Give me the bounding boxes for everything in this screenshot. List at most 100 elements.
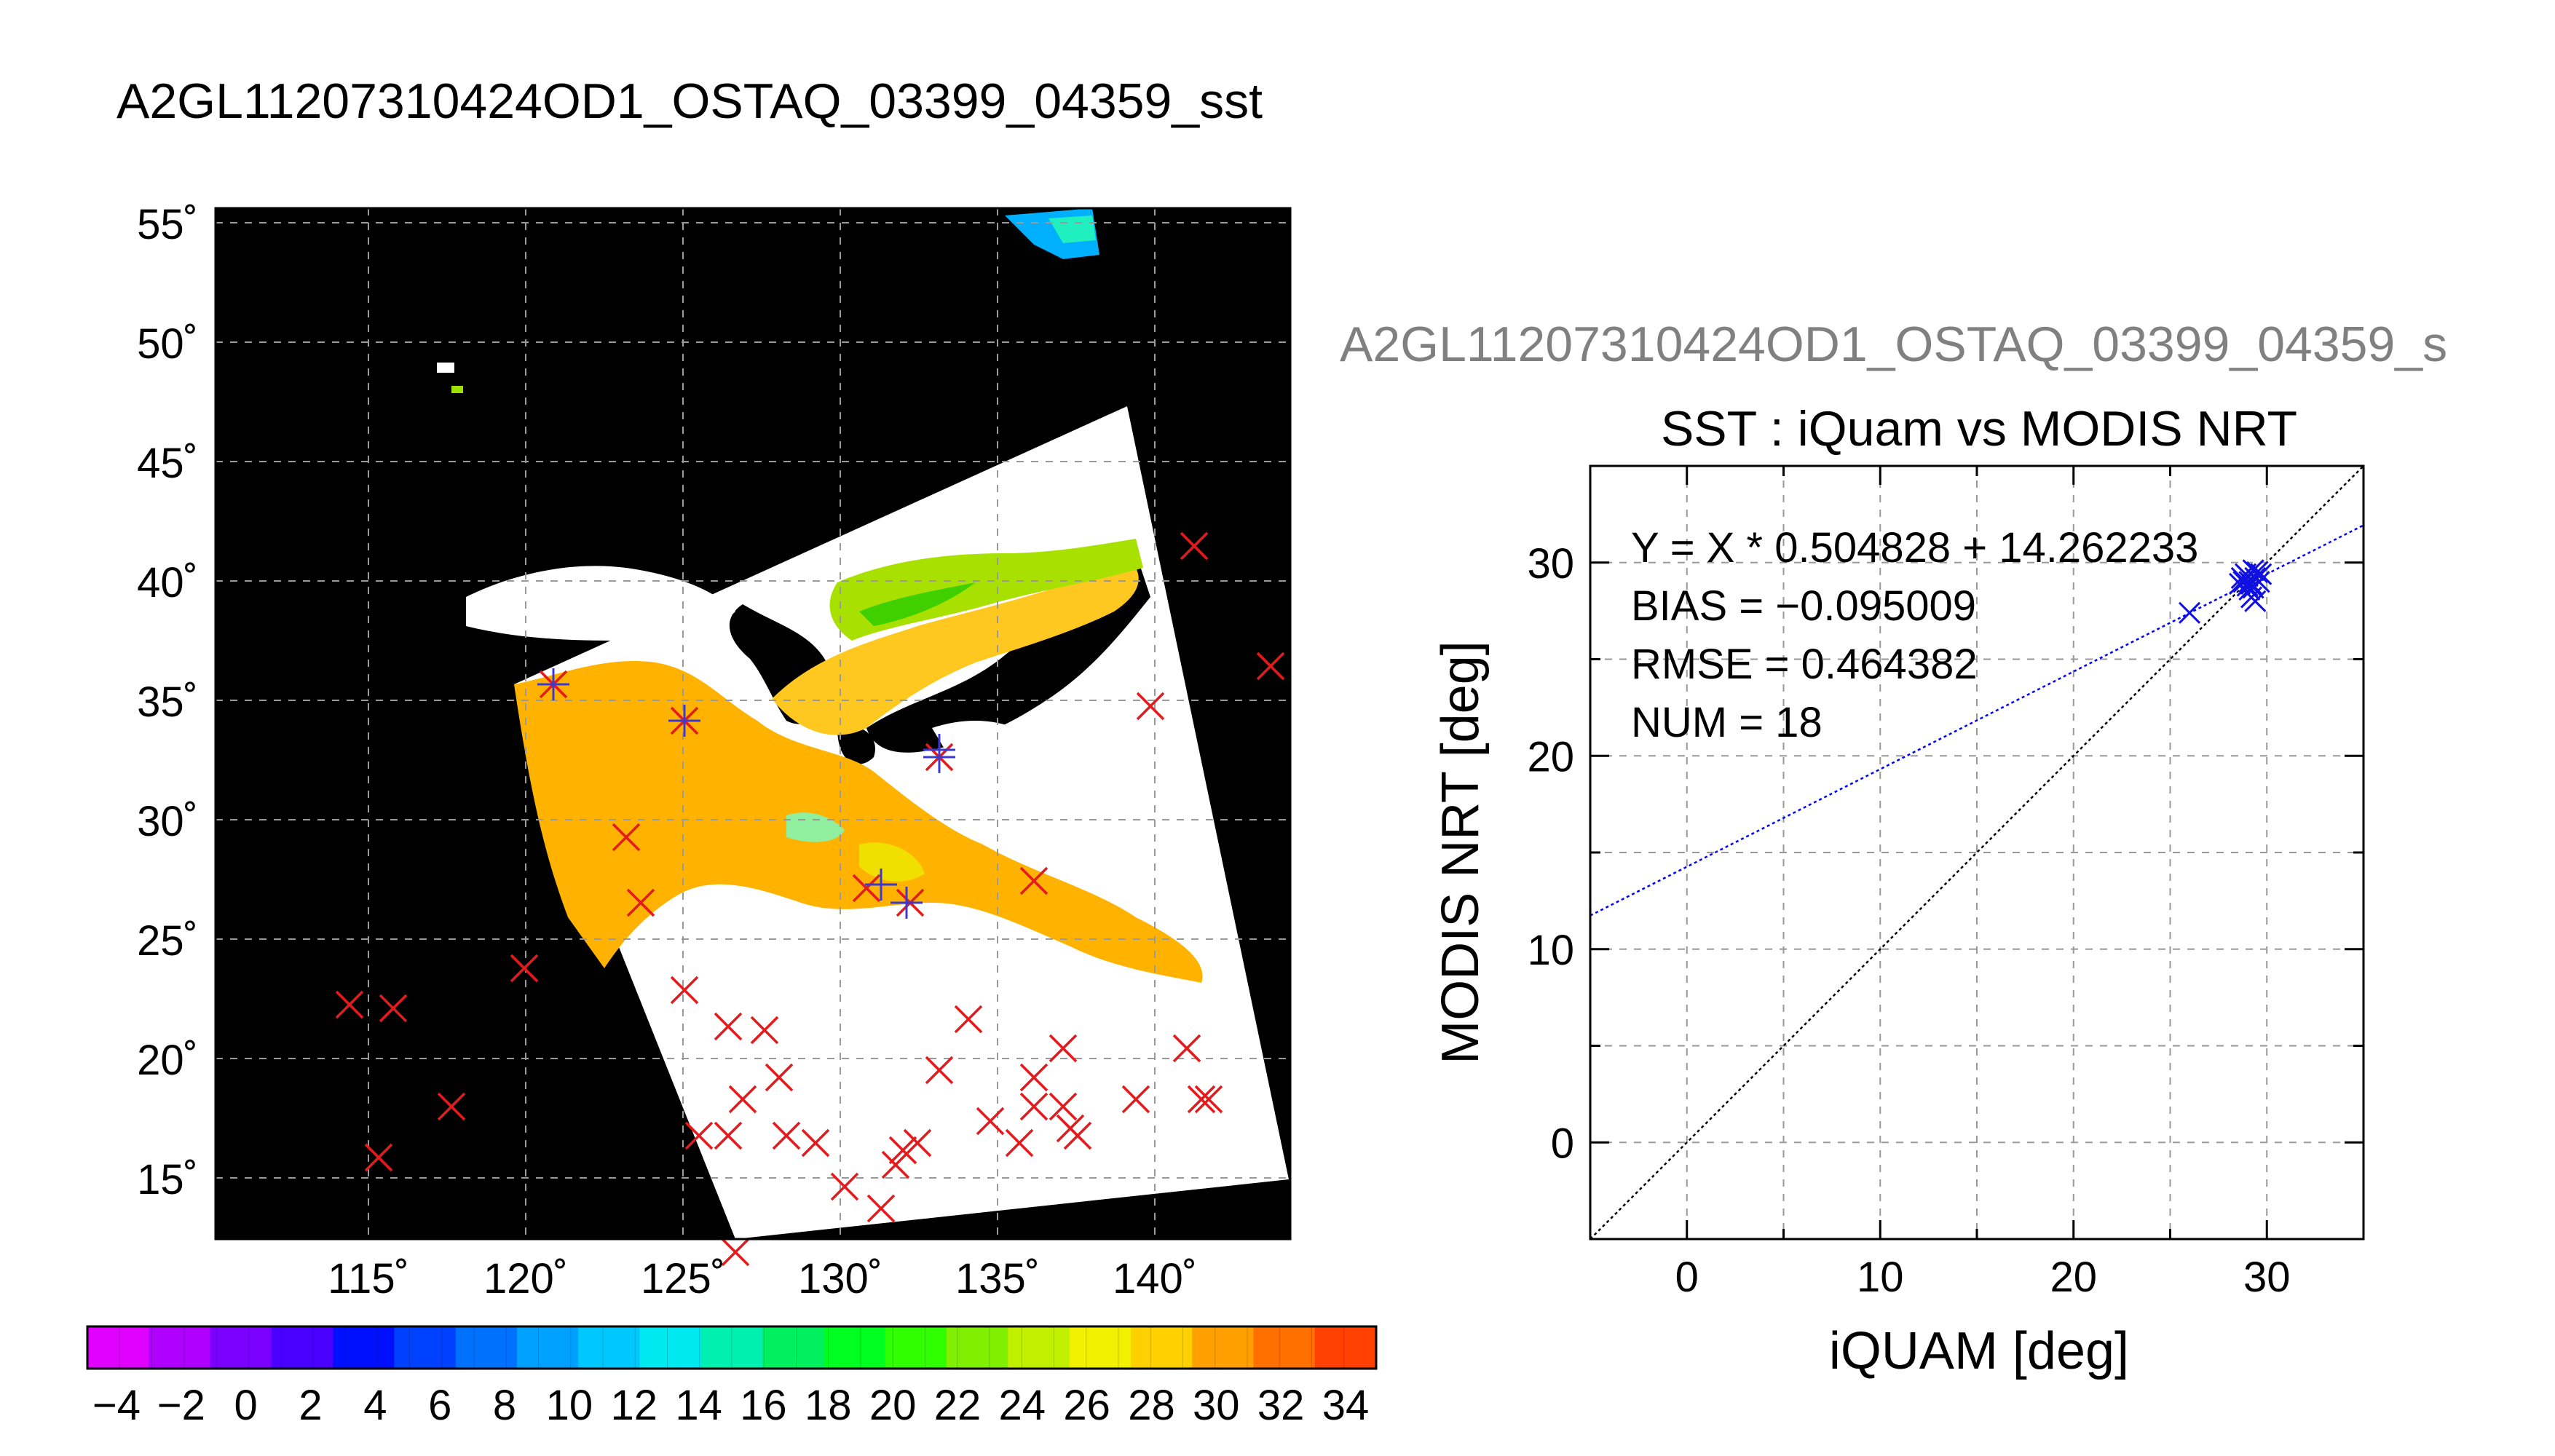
sst-map: 55˚ 50˚ 45˚ 40˚ 35˚ 30˚ 25˚ 20˚ 15˚ 115˚ 120˚ 125˚… [137,201,1292,1302]
y-tick-label: 10 [1527,927,1574,974]
scatter-grid [1590,466,2364,1239]
data-point [2238,578,2261,601]
colorbar-cell [1253,1326,1316,1369]
colorbar-cell [333,1326,395,1369]
data-point [2178,601,2201,624]
data-point-stroke [2238,578,2261,601]
buoy-marker [335,990,364,1019]
colorbar-cell [1069,1326,1132,1369]
colorbar-cell [271,1326,334,1369]
fit-line [1590,524,2364,917]
colorbar-tick-label: 24 [999,1382,1046,1429]
lon-tick-label: 130˚ [798,1255,882,1302]
buoy-marker [954,1005,983,1034]
buoy-marker [379,994,408,1023]
colorbar-tick-label: 4 [363,1382,387,1429]
scatter-subtitle: A2GL11207310424OD1_OSTAQ_03399_04359_s [1340,317,2447,372]
y-axis-label: MODIS NRT [deg] [1431,641,1490,1064]
data-point [2242,577,2264,599]
data-point-stroke [2236,574,2259,597]
buoy-marker [1180,531,1209,561]
buoy-marker [765,1063,794,1092]
buoy-marker [714,1012,743,1041]
buoy-marker [1019,1063,1049,1092]
colorbar-tick-label: 12 [610,1382,657,1429]
lon-tick-label: 135˚ [955,1255,1040,1302]
colorbar-cell [394,1326,457,1369]
colorbar-tick-label: 16 [740,1382,787,1429]
latitude-labels: 55˚ 50˚ 45˚ 40˚ 35˚ 30˚ 25˚ 20˚ 15˚ [137,201,198,1203]
buoy-marker [1049,1092,1078,1121]
colorbar-labels: −4 −2 0 2 4 6 8 10 12 14 16 18 20 22 24 26 28 30 32 34 [92,1382,1369,1429]
colorbar-tick-label: −4 [92,1382,141,1429]
colorbar-cell [517,1326,580,1369]
buoy-marker [1019,866,1049,895]
colorbar-tick-label: 2 [299,1382,322,1429]
sst-green-patch [859,582,976,626]
colorbar-cell [455,1326,518,1369]
colorbar-cell [700,1326,764,1369]
x-tick-label: 0 [1675,1254,1699,1301]
buoy-marker [750,1016,779,1045]
buoy-marker [1019,1092,1049,1121]
island-2 [451,386,463,393]
buoy-marker [721,1238,750,1267]
colorbar-cell [210,1326,272,1369]
identity-line [1590,465,2364,1240]
data-point-stroke [2230,566,2253,590]
y-tick-label: 20 [1527,733,1574,780]
stats-annotation: NUM = 18 [1631,699,1823,746]
lat-tick-label: 50˚ [137,320,198,368]
colorbar-tick-label: 18 [805,1382,852,1429]
data-point-stroke [2238,571,2261,593]
buoy-marker [801,1128,830,1158]
data-point-stroke [2242,577,2264,599]
data-point-stroke [2229,572,2251,596]
colorbar-tick-label: 8 [493,1382,516,1429]
buoy-marker [976,1107,1005,1136]
data-point [2244,590,2267,612]
sst-field [437,208,1203,983]
colorbar-cell [1130,1326,1193,1369]
land-kyushu [837,726,875,764]
data-point [2238,571,2261,593]
data-point-stroke [2178,601,2201,624]
buoy-marker [510,954,539,983]
colorbar-cell [639,1326,702,1369]
colorbar-cell [1008,1326,1070,1369]
stats-annotation: RMSE = 0.464382 [1631,641,1978,688]
buoy-marker [364,1143,393,1172]
colorbar-cell [149,1326,211,1369]
buoy-marker [903,1128,932,1158]
scatter-points [2178,559,2272,624]
y-tick-label: 30 [1527,540,1574,587]
colorbar-cell [762,1326,825,1369]
cloud-patch [932,721,1049,772]
colorbar: −4 −2 0 2 4 6 8 10 12 14 16 18 20 22 24 26 28 30 32 34 [86,1325,1378,1429]
buoy-marker [612,823,641,852]
buoy-marker [728,1085,757,1114]
colorbar-frame [86,1325,1378,1370]
buoy-marker [830,1172,859,1201]
cloud-north [466,566,735,641]
longitude-labels: 115˚ 120˚ 125˚ 130˚ 135˚ 140˚ [328,1255,1197,1302]
map-grid [216,208,1290,1239]
lon-tick-label: 140˚ [1113,1255,1197,1302]
buoy-marker [437,1092,466,1121]
buoy-marker [1172,1034,1201,1063]
scatter-ticks: 0 10 20 30 0 10 20 30 [1527,464,2365,1301]
lat-tick-label: 30˚ [137,798,198,845]
data-point-stroke [2244,590,2267,612]
colorbar-tick-label: 34 [1322,1382,1370,1429]
colorbar-cell [1192,1326,1255,1369]
colorbar-cell [578,1326,641,1369]
buoy-marker [1136,692,1165,721]
island-1 [437,363,454,373]
lat-tick-label: 45˚ [137,440,198,487]
colorbar-tick-label: 30 [1193,1382,1240,1429]
scatter-lines [1590,465,2364,1240]
colorbar-cells [87,1326,1377,1369]
colorbar-tick-label: 0 [234,1382,258,1429]
sst-yellow-patch [859,842,925,882]
